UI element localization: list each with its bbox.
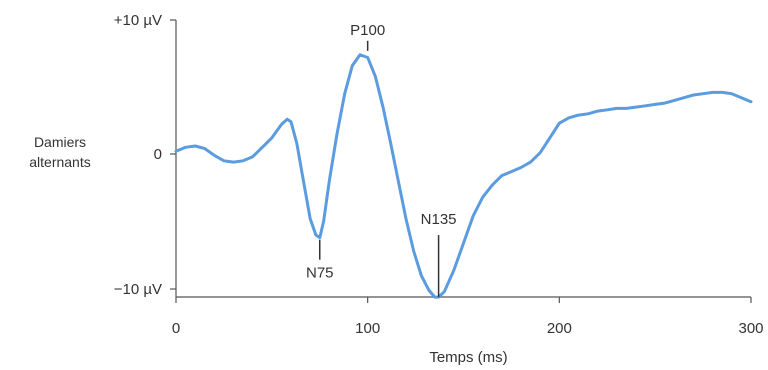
- x-tick-label: 200: [547, 320, 572, 337]
- x-axis-title: Temps (ms): [429, 349, 507, 366]
- annotation-label: P100: [350, 22, 385, 39]
- row-label-line: alternants: [29, 154, 90, 170]
- x-tick-label: 300: [738, 320, 763, 337]
- x-tick-label: 100: [355, 320, 380, 337]
- annotation-layer: P100 N75 N135: [306, 22, 457, 298]
- x-axis-ticks: 0 100 200 300: [172, 297, 764, 337]
- series-layer: [174, 53, 753, 299]
- y-tick-label: +10 µV: [114, 12, 162, 29]
- y-tick-label: 0: [154, 146, 162, 163]
- x-tick-label: 0: [172, 320, 180, 337]
- annotation-label: N75: [306, 265, 334, 282]
- y-axis-ticks: +10 µV 0 −10 µV: [114, 12, 176, 298]
- row-label: Damiers alternants: [29, 134, 90, 170]
- series-line: [174, 53, 753, 299]
- row-label-line: Damiers: [34, 134, 86, 150]
- annotation-label: N135: [421, 211, 457, 228]
- axes: [175, 20, 751, 298]
- y-tick-label: −10 µV: [114, 281, 162, 298]
